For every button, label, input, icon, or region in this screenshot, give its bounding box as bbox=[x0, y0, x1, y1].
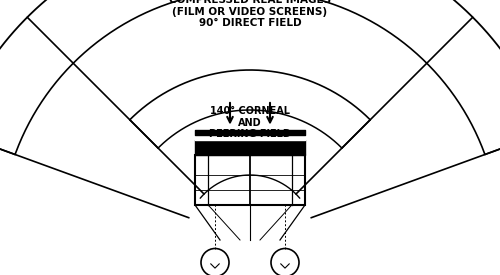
Bar bbox=[195, 155, 305, 205]
Text: 90° DIRECT FIELD: 90° DIRECT FIELD bbox=[198, 18, 302, 28]
Text: 140° CORNEAL
AND
PEERING FIELD: 140° CORNEAL AND PEERING FIELD bbox=[209, 106, 291, 139]
Text: COMPRESSED REAL IMAGES
(FILM OR VIDEO SCREENS): COMPRESSED REAL IMAGES (FILM OR VIDEO SC… bbox=[169, 0, 331, 16]
